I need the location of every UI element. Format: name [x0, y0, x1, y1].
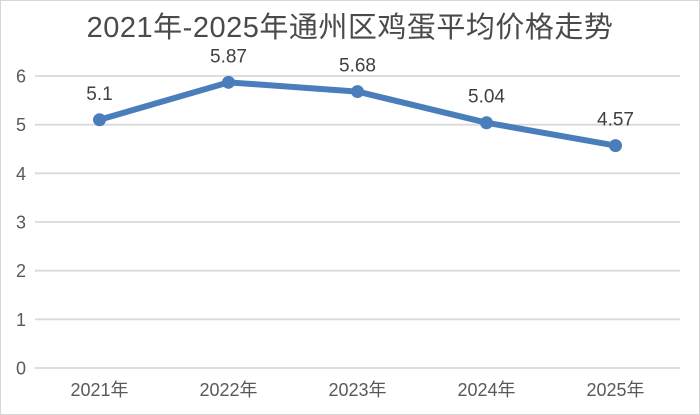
y-axis-tick-label: 0 [16, 359, 26, 379]
data-point-marker [351, 85, 364, 99]
data-point-marker [222, 75, 235, 89]
y-axis-tick-label: 6 [16, 67, 26, 87]
y-axis-tick-label: 5 [16, 115, 26, 135]
x-axis-tick-label: 2023年 [328, 380, 386, 400]
x-axis-tick-label: 2024年 [457, 380, 515, 400]
x-axis-tick-label: 2022年 [199, 380, 257, 400]
data-point-label: 5.1 [86, 84, 112, 105]
y-axis-tick-label: 3 [16, 213, 26, 233]
x-axis-tick-label: 2021年 [70, 380, 128, 400]
data-point-label: 5.68 [339, 56, 376, 77]
data-point-label: 5.04 [468, 87, 505, 108]
data-point-label: 4.57 [597, 110, 634, 131]
chart-title: 2021年-2025年通州区鸡蛋平均价格走势 [86, 12, 614, 44]
data-point-marker [480, 116, 493, 130]
y-axis-tick-label: 1 [16, 310, 26, 330]
y-axis-tick-label: 2 [16, 261, 26, 281]
y-axis-tick-label: 4 [16, 164, 26, 184]
data-point-marker [93, 113, 106, 127]
x-axis-tick-label: 2025年 [586, 380, 644, 400]
data-point-marker [609, 139, 622, 153]
data-point-label: 5.87 [210, 46, 247, 67]
